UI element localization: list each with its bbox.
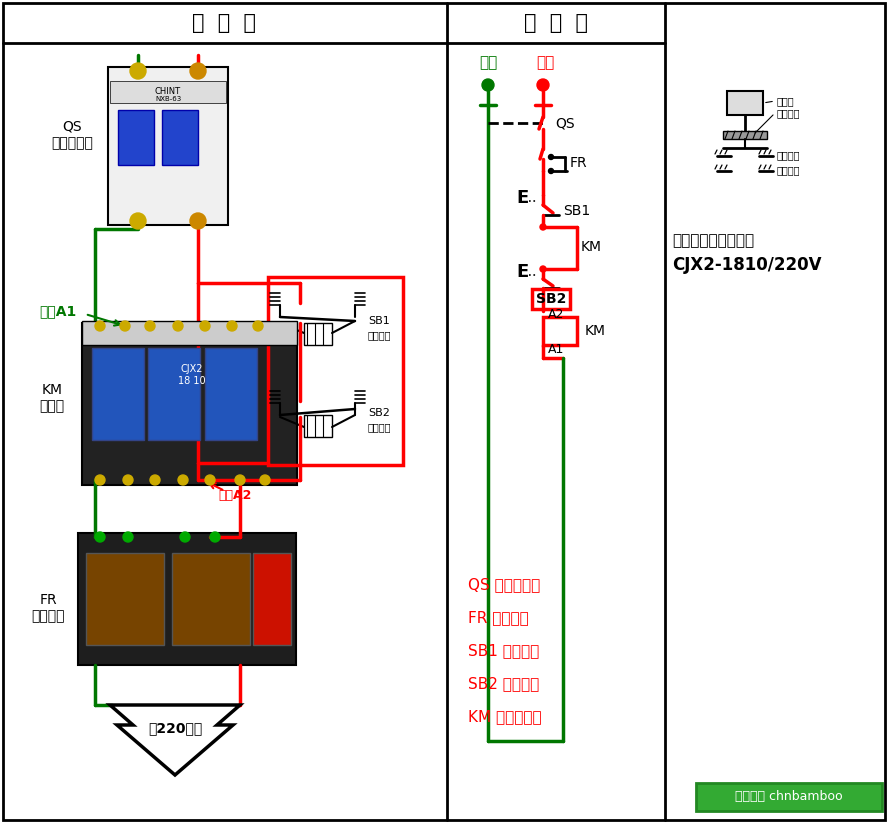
- Text: SB1: SB1: [368, 316, 389, 326]
- Text: FR 热继电器: FR 热继电器: [468, 611, 529, 625]
- Bar: [86, 553, 164, 645]
- Text: KM: KM: [581, 240, 602, 254]
- Bar: [205, 348, 257, 440]
- Circle shape: [482, 79, 494, 91]
- Text: SB2 启动按鈕: SB2 启动按鈕: [468, 677, 540, 691]
- Text: 零线: 零线: [479, 55, 497, 71]
- Text: NXB-63: NXB-63: [155, 96, 181, 102]
- Text: 停止按鈕: 停止按鈕: [368, 330, 391, 340]
- Text: 常开触头: 常开触头: [777, 165, 800, 175]
- Text: 复位弹簧: 复位弹簧: [777, 108, 800, 118]
- Bar: [108, 67, 228, 225]
- Circle shape: [227, 321, 237, 331]
- Bar: [118, 110, 154, 165]
- Text: 火线: 火线: [536, 55, 554, 71]
- Circle shape: [123, 532, 133, 542]
- Text: 原  理  图: 原 理 图: [524, 13, 588, 33]
- Bar: [723, 131, 767, 139]
- Circle shape: [95, 532, 105, 542]
- Bar: [162, 110, 198, 165]
- Bar: [696, 783, 882, 811]
- Text: KM 交流接触器: KM 交流接触器: [468, 709, 541, 724]
- Circle shape: [190, 63, 206, 79]
- Text: 百度知道 chnbamboo: 百度知道 chnbamboo: [735, 791, 843, 803]
- Circle shape: [95, 321, 105, 331]
- Circle shape: [150, 475, 160, 485]
- Text: 常闭触头: 常闭触头: [777, 150, 800, 160]
- Text: CJX2
18 10: CJX2 18 10: [178, 365, 206, 386]
- Bar: [304, 415, 332, 437]
- Bar: [82, 321, 297, 345]
- Text: E: E: [517, 189, 529, 207]
- Text: A2: A2: [548, 308, 565, 320]
- Bar: [148, 348, 200, 440]
- Text: KM: KM: [585, 324, 606, 338]
- Circle shape: [210, 532, 220, 542]
- Bar: [110, 81, 226, 103]
- Bar: [268, 277, 403, 465]
- Circle shape: [120, 321, 130, 331]
- Circle shape: [130, 213, 146, 229]
- Circle shape: [537, 79, 549, 91]
- Text: 接220电机: 接220电机: [148, 721, 202, 735]
- Circle shape: [130, 63, 146, 79]
- Text: QS: QS: [555, 116, 574, 130]
- Circle shape: [190, 213, 206, 229]
- Circle shape: [180, 532, 190, 542]
- Text: CJX2-1810/220V: CJX2-1810/220V: [672, 256, 821, 274]
- Bar: [727, 91, 763, 115]
- Text: 注：交流接触器选用: 注：交流接触器选用: [672, 234, 754, 249]
- Text: SB2: SB2: [368, 408, 390, 418]
- Bar: [543, 317, 577, 345]
- Text: KM
接触器: KM 接触器: [39, 383, 65, 413]
- Bar: [304, 323, 332, 345]
- Text: 按鈕帽: 按鈕帽: [777, 96, 795, 106]
- Text: FR: FR: [570, 156, 588, 170]
- Circle shape: [123, 475, 133, 485]
- Circle shape: [235, 475, 245, 485]
- Circle shape: [253, 321, 263, 331]
- Circle shape: [145, 321, 155, 331]
- Circle shape: [549, 169, 554, 174]
- Text: A1: A1: [548, 342, 565, 356]
- Circle shape: [260, 475, 270, 485]
- Text: 线圈A2: 线圈A2: [218, 489, 252, 501]
- Circle shape: [549, 155, 554, 160]
- Circle shape: [205, 475, 215, 485]
- Bar: [78, 533, 296, 665]
- Text: SB2: SB2: [536, 292, 566, 306]
- Bar: [82, 323, 297, 485]
- Text: SB1: SB1: [563, 204, 590, 218]
- Bar: [172, 553, 250, 645]
- Text: E: E: [517, 263, 529, 281]
- Text: CHINT: CHINT: [155, 86, 181, 95]
- Circle shape: [540, 266, 546, 272]
- Circle shape: [540, 224, 546, 230]
- Bar: [253, 553, 291, 645]
- Circle shape: [200, 321, 210, 331]
- Text: FR
热继电器: FR 热继电器: [31, 593, 65, 623]
- Text: QS
空气断路器: QS 空气断路器: [51, 120, 93, 150]
- Text: QS 空气断路器: QS 空气断路器: [468, 578, 541, 593]
- Text: SB1 停止按鈕: SB1 停止按鈕: [468, 644, 540, 658]
- Text: 启动按鈕: 启动按鈕: [368, 422, 391, 432]
- Circle shape: [173, 321, 183, 331]
- Text: 实  物  图: 实 物 图: [192, 13, 256, 33]
- Polygon shape: [110, 705, 240, 775]
- Circle shape: [95, 475, 105, 485]
- Text: 线圈A1: 线圈A1: [39, 304, 76, 318]
- Bar: [92, 348, 144, 440]
- Circle shape: [178, 475, 188, 485]
